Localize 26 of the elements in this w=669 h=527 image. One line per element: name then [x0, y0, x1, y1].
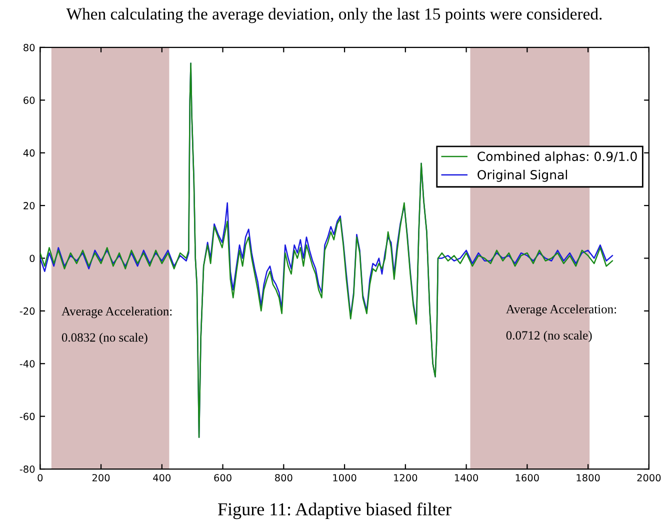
x-tick-label: 0 [38, 474, 43, 482]
x-tick-label: 1200 [394, 474, 418, 482]
x-tick-label: 1800 [576, 474, 600, 482]
x-tick-label: 1400 [454, 474, 478, 482]
x-tick-label: 800 [275, 474, 292, 482]
x-tick-label: 600 [214, 474, 232, 482]
text: When calculating the average deviation, only the last 15 points were considered. [66, 8, 602, 24]
x-tick-label: 2000 [637, 474, 661, 482]
y-tick-label: 60 [24, 96, 35, 104]
x-tick-label: 200 [92, 474, 110, 482]
y-tick-label: 80 [24, 44, 35, 52]
caption: Figure 11: Adaptive biased filter [218, 502, 452, 520]
y-tick-label: -40 [20, 360, 35, 368]
y-tick-label: -60 [20, 412, 35, 420]
y-tick-label: -80 [20, 466, 35, 473]
y-tick-label: 20 [24, 202, 35, 210]
annotation: Average Acceleration: 0.0712 (no scale) [506, 304, 616, 342]
y-tick-label: -20 [20, 307, 35, 315]
legend-label: Original Signal [478, 170, 567, 182]
x-tick-label: 400 [153, 474, 171, 482]
annotation: Average Acceleration: 0.0832 (no scale) [62, 306, 172, 344]
y-tick-label: 40 [23, 149, 35, 157]
x-tick-label: 1000 [333, 474, 356, 482]
legend-label: Combined alphas: 0.9/1.0 [478, 151, 637, 164]
x-tick-label: 1600 [516, 474, 539, 482]
y-tick-label: 0 [30, 254, 35, 262]
